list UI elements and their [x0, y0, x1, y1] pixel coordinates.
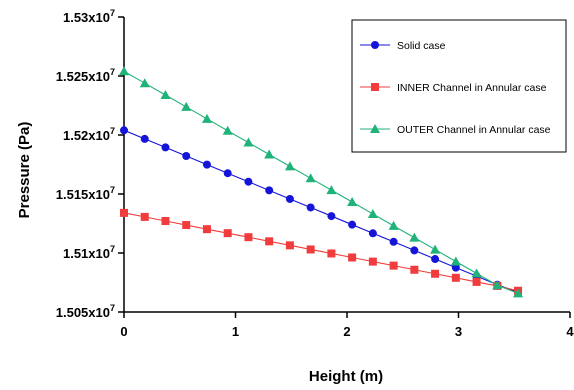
data-point	[492, 280, 503, 290]
data-point	[265, 186, 274, 195]
data-point	[161, 143, 170, 152]
data-point	[348, 220, 357, 229]
legend-box	[351, 19, 567, 153]
y-tick-exponent: 7	[110, 8, 115, 18]
data-point	[243, 137, 254, 147]
data-point	[348, 253, 357, 262]
x-tick-label: 4	[566, 324, 574, 339]
data-point	[347, 197, 358, 207]
series-triangle	[119, 66, 524, 298]
data-point	[389, 261, 398, 270]
data-point	[120, 208, 128, 217]
data-point	[284, 161, 295, 171]
series-square	[120, 208, 523, 295]
legend-item: OUTER Channel in Annular case	[360, 124, 551, 136]
data-point	[223, 169, 232, 178]
data-point	[368, 229, 377, 238]
data-point	[409, 232, 420, 242]
x-tick-label: 0	[120, 324, 127, 339]
data-point	[285, 241, 294, 250]
legend-item: INNER Channel in Annular case	[360, 82, 547, 94]
y-tick-exponent: 7	[110, 244, 115, 254]
data-point	[472, 277, 481, 286]
data-point	[326, 185, 337, 195]
data-point	[371, 83, 379, 91]
data-point	[327, 212, 336, 221]
data-point	[161, 217, 170, 226]
y-tick-exponent: 7	[110, 303, 115, 313]
data-point	[388, 220, 399, 230]
data-point	[140, 134, 149, 143]
data-point	[160, 89, 171, 99]
data-point	[265, 237, 274, 246]
y-tick-label: 1.515x107	[56, 185, 115, 202]
data-point	[285, 194, 294, 203]
x-axis-title: Height (m)	[309, 368, 383, 385]
data-point	[202, 225, 211, 234]
data-point	[513, 288, 524, 298]
data-point	[389, 237, 398, 246]
data-point	[410, 246, 419, 255]
legend: Solid case INNER Channel in Annular case O…	[351, 19, 567, 153]
data-point	[120, 126, 128, 135]
data-point	[182, 221, 191, 230]
x-tick-label: 1	[232, 324, 239, 339]
data-point	[222, 125, 233, 135]
y-tick-label: 1.525x107	[56, 67, 115, 84]
data-point	[244, 233, 253, 242]
data-point	[471, 268, 482, 278]
x-tick-label: 2	[343, 324, 350, 339]
data-point	[264, 149, 275, 159]
data-point	[367, 208, 378, 218]
data-point	[306, 203, 315, 212]
y-tick-exponent: 7	[110, 126, 115, 136]
data-point	[119, 66, 129, 76]
data-point	[371, 41, 379, 49]
data-point	[202, 160, 211, 169]
x-tick-label: 3	[455, 324, 462, 339]
data-point	[223, 229, 232, 238]
data-point	[244, 177, 253, 186]
axes: 0 1 2 3 4 1.505x107 1.51x107 1.515x107 1.52x107 1…	[56, 8, 574, 339]
data-point	[430, 244, 441, 254]
data-point	[410, 265, 419, 274]
legend-item: Solid case	[360, 40, 446, 52]
y-axis-title: Pressure (Pa)	[16, 122, 33, 219]
y-tick-exponent: 7	[110, 185, 115, 195]
data-point	[305, 173, 316, 183]
data-point	[306, 245, 315, 254]
y-tick-exponent: 7	[110, 67, 115, 77]
data-point	[431, 269, 440, 278]
series-layer	[119, 66, 524, 298]
data-point	[201, 113, 212, 123]
legend-label: INNER Channel in Annular case	[397, 82, 547, 94]
data-point	[451, 273, 460, 282]
y-tick-label: 1.52x107	[63, 126, 115, 143]
data-point	[368, 257, 377, 266]
legend-label: OUTER Channel in Annular case	[397, 124, 551, 136]
data-point	[327, 249, 336, 258]
y-tick-label: 1.51x107	[63, 244, 115, 261]
y-tick-label: 1.53x107	[63, 8, 115, 25]
legend-label: Solid case	[397, 40, 446, 52]
data-point	[182, 152, 191, 161]
data-point	[451, 263, 460, 272]
data-point	[140, 212, 149, 221]
data-point	[450, 256, 461, 266]
data-point	[370, 124, 380, 133]
data-point	[181, 101, 192, 111]
y-tick-label: 1.505x107	[56, 303, 115, 320]
data-point	[139, 78, 150, 88]
data-point	[431, 255, 440, 264]
